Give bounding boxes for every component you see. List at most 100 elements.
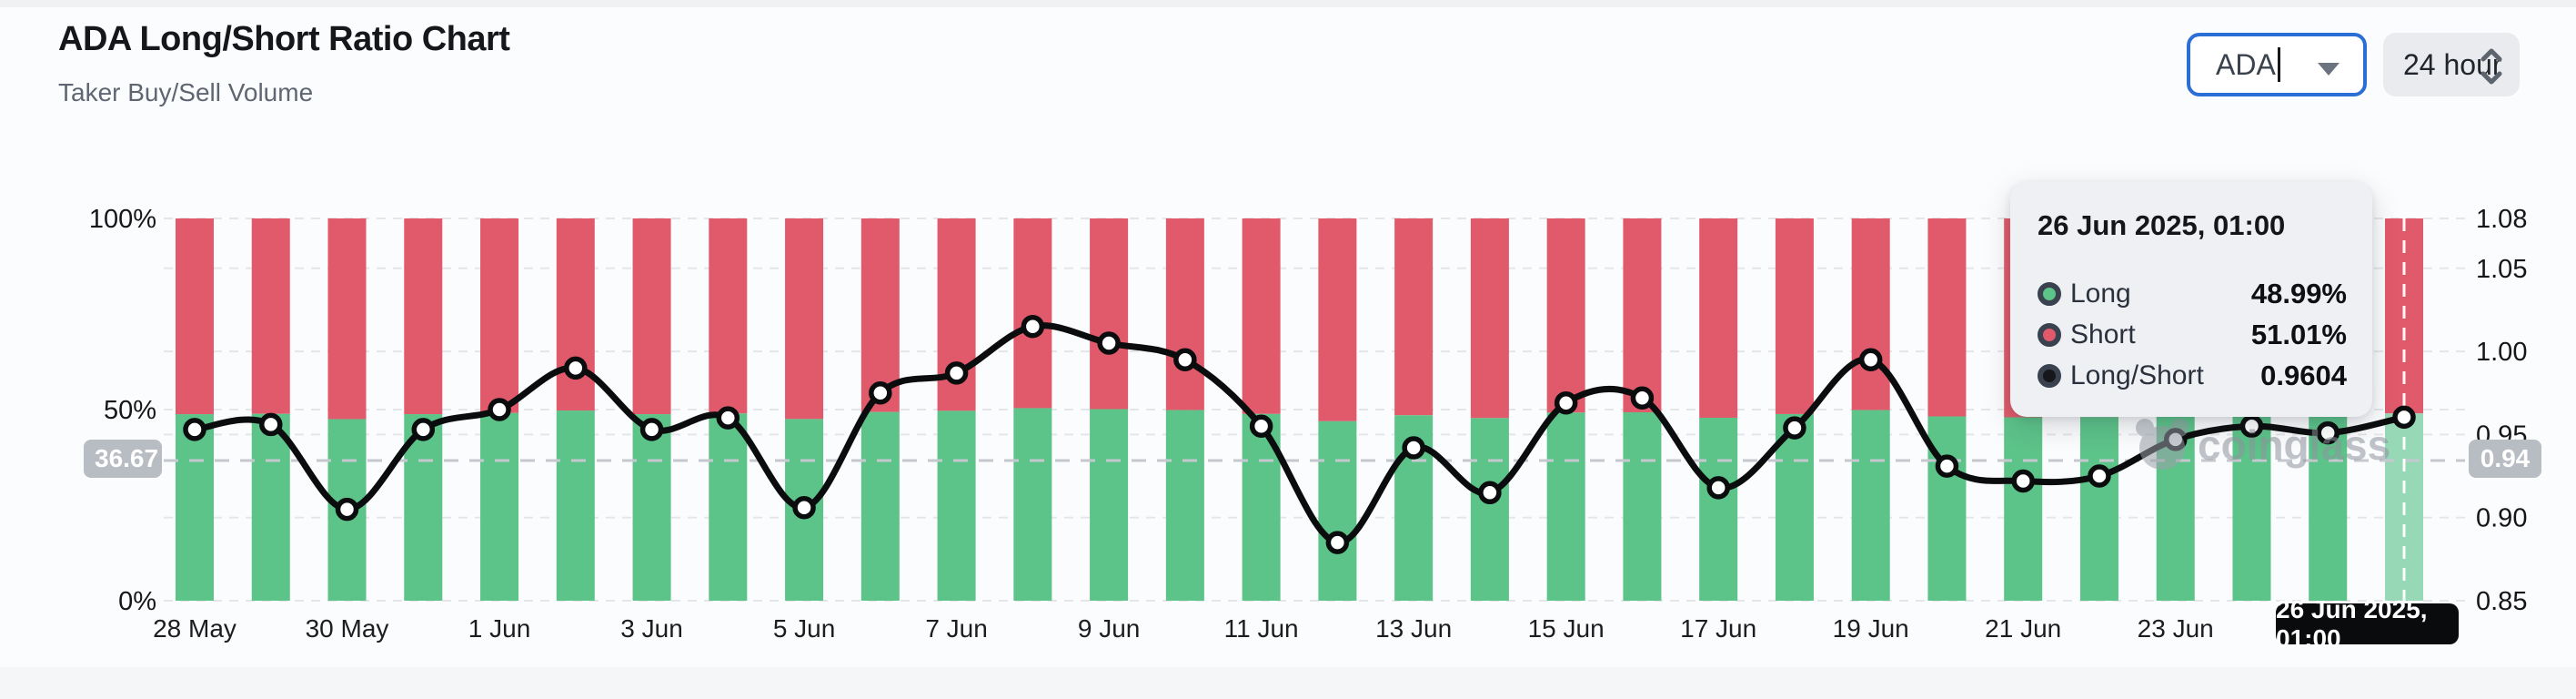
x-axis-tick-label: 11 Jun <box>1224 614 1299 643</box>
bar-long[interactable] <box>860 411 900 601</box>
line-point-marker[interactable] <box>1478 481 1502 505</box>
bar-long[interactable] <box>1927 416 1967 601</box>
right-axis-tick-label: 1.08 <box>2476 205 2527 234</box>
bar-long[interactable] <box>1165 410 1204 601</box>
right-axis-tick-label: 0.85 <box>2476 587 2527 616</box>
line-point-marker[interactable] <box>639 418 664 441</box>
line-point-marker[interactable] <box>1173 348 1197 371</box>
line-point-marker[interactable] <box>2239 414 2264 439</box>
bar-short[interactable] <box>1699 218 1738 418</box>
line-point-marker[interactable] <box>1402 436 1425 460</box>
x-axis-tick-label: 1 Jun <box>468 614 531 643</box>
line-point-marker[interactable] <box>2088 464 2111 488</box>
up-down-chevrons-icon <box>2480 48 2502 85</box>
crosshair-right-badge: 0.94 <box>2469 440 2541 478</box>
left-axis-tick-label: 50% <box>104 396 156 425</box>
tooltip-row-value: 0.9604 <box>2260 359 2347 391</box>
line-point-marker[interactable] <box>1097 331 1121 355</box>
x-axis-tick-label: 23 Jun <box>2138 614 2214 643</box>
right-axis-tick-label: 0.90 <box>2476 504 2527 533</box>
line-point-marker[interactable] <box>716 406 740 430</box>
bar-short[interactable] <box>327 218 367 420</box>
line-point-marker[interactable] <box>335 497 359 522</box>
bar-short[interactable] <box>1546 218 1585 413</box>
bar-short[interactable] <box>1927 218 1967 417</box>
bar-short[interactable] <box>1090 218 1129 410</box>
line-point-marker[interactable] <box>2316 420 2340 445</box>
page-title: ADA Long/Short Ratio Chart <box>58 20 510 58</box>
bar-short[interactable] <box>1318 218 1357 421</box>
bar-long[interactable] <box>632 414 671 601</box>
bar-short[interactable] <box>1013 218 1052 409</box>
line-point-marker[interactable] <box>564 356 588 380</box>
line-point-marker[interactable] <box>1706 476 1730 500</box>
tooltip-row-label: Short <box>2070 319 2136 350</box>
interval-select[interactable]: 24 hour <box>2383 33 2520 96</box>
line-point-marker[interactable] <box>792 495 816 520</box>
bar-long[interactable] <box>1775 413 1814 601</box>
x-axis-tick-label: 3 Jun <box>620 614 683 643</box>
bar-long[interactable] <box>2309 414 2348 601</box>
bar-short[interactable] <box>1623 218 1662 412</box>
bar-short[interactable] <box>1851 218 1890 410</box>
bar-long[interactable] <box>2079 417 2118 601</box>
bar-long[interactable] <box>1546 412 1585 601</box>
bar-short[interactable] <box>251 218 290 414</box>
line-point-marker[interactable] <box>183 418 206 441</box>
left-axis-tick-label: 100% <box>89 205 156 234</box>
bar-long[interactable] <box>709 413 748 601</box>
line-point-marker[interactable] <box>1021 314 1045 339</box>
bar-long[interactable] <box>1470 418 1509 601</box>
bar-short[interactable] <box>632 218 671 415</box>
bar-long[interactable] <box>937 410 976 601</box>
bar-short[interactable] <box>785 218 824 420</box>
line-point-marker[interactable] <box>1630 386 1655 410</box>
line-point-marker[interactable] <box>259 412 283 437</box>
bar-long[interactable] <box>251 413 290 601</box>
line-point-marker[interactable] <box>1783 416 1806 440</box>
long-short-dot-icon <box>2038 363 2061 388</box>
bar-short[interactable] <box>1394 218 1434 416</box>
line-point-marker[interactable] <box>1554 390 1578 415</box>
coinglass-bear-icon <box>2136 419 2189 471</box>
line-point-marker[interactable] <box>1249 414 1273 439</box>
bar-short[interactable] <box>1242 218 1281 414</box>
line-point-marker[interactable] <box>1858 348 1883 371</box>
x-axis-tick-label: 9 Jun <box>1078 614 1141 643</box>
line-point-marker[interactable] <box>1935 454 1959 478</box>
line-point-marker[interactable] <box>944 361 969 385</box>
symbol-select-value: ADA <box>2216 47 2276 81</box>
bar-long[interactable] <box>480 412 519 601</box>
bar-long[interactable] <box>176 414 214 601</box>
bar-short[interactable] <box>176 218 214 415</box>
line-point-marker[interactable] <box>411 418 436 441</box>
bar-short[interactable] <box>404 218 443 415</box>
bar-short[interactable] <box>556 218 595 411</box>
symbol-select[interactable]: ADA <box>2187 33 2367 96</box>
bar-long[interactable] <box>2232 413 2271 601</box>
tooltip-row-long: Long 48.99% <box>2038 273 2347 314</box>
line-point-marker[interactable] <box>869 380 892 405</box>
line-point-marker[interactable] <box>488 398 511 421</box>
bar-short[interactable] <box>709 218 748 414</box>
bar-short[interactable] <box>1165 218 1204 410</box>
top-strip <box>0 0 2576 7</box>
bar-long[interactable] <box>2004 417 2043 601</box>
long-dot-icon <box>2038 281 2061 306</box>
bar-long[interactable] <box>556 410 595 601</box>
bar-short[interactable] <box>860 218 900 412</box>
bar-short[interactable] <box>1470 218 1509 419</box>
bar-long[interactable] <box>1013 408 1052 601</box>
bar-short[interactable] <box>1775 218 1814 414</box>
bar-long[interactable] <box>1623 411 1662 601</box>
tooltip-row-ratio: Long/Short 0.9604 <box>2038 355 2347 396</box>
line-point-marker[interactable] <box>2011 469 2035 493</box>
crosshair-x-badge: 26 Jun 2025, 01:00 <box>2276 595 2459 653</box>
bar-long[interactable] <box>1699 417 1738 601</box>
bar-long[interactable] <box>1851 410 1890 601</box>
bar-short[interactable] <box>480 218 519 413</box>
bar-long[interactable] <box>1090 409 1129 601</box>
bar-long[interactable] <box>1318 420 1357 601</box>
line-point-marker[interactable] <box>2392 405 2416 430</box>
line-point-marker[interactable] <box>1325 531 1350 554</box>
